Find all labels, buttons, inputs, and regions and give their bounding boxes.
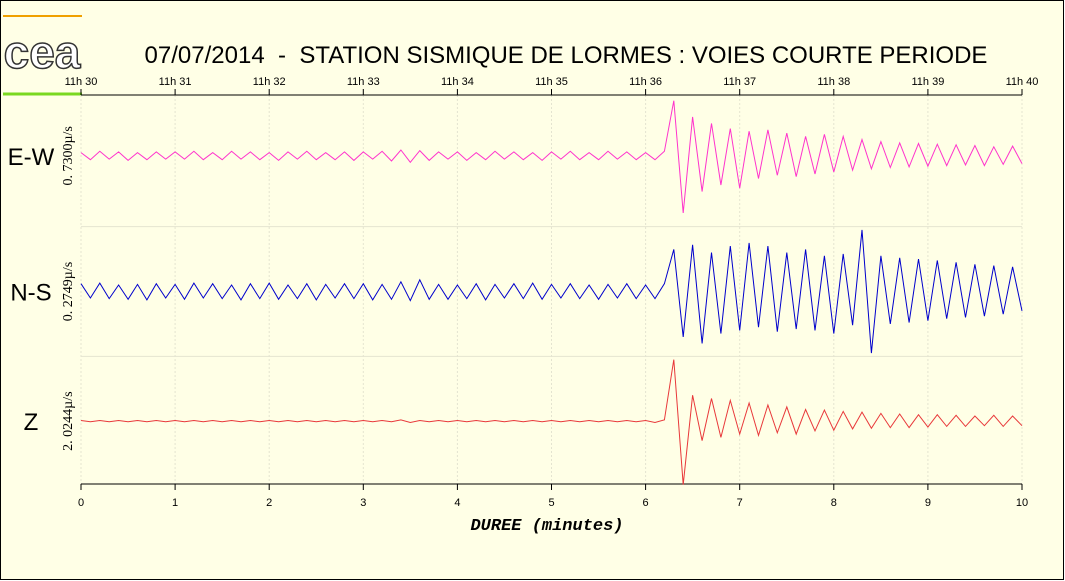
top-tick-label: 11h 31 (159, 76, 192, 88)
x-tick-label: 10 (1016, 497, 1028, 509)
x-axis-label: DUREE (minutes) (470, 517, 623, 536)
channel-scale: 0. 2749µ/s (61, 262, 76, 321)
x-tick-label: 8 (831, 497, 837, 509)
top-tick-label: 11h 40 (1006, 76, 1039, 88)
top-tick-label: 11h 39 (911, 76, 944, 88)
x-tick-label: 7 (737, 497, 743, 509)
top-tick-label: 11h 36 (629, 76, 662, 88)
channel-name: Z (24, 409, 39, 436)
top-tick-label: 11h 32 (253, 76, 286, 88)
logo: cea (4, 26, 81, 78)
x-tick-label: 6 (643, 497, 649, 509)
x-tick-label: 1 (172, 497, 178, 509)
trace (80, 359, 1023, 485)
top-tick-label: 11h 33 (347, 76, 380, 88)
x-tick-label: 4 (454, 497, 460, 509)
x-tick-label: 5 (548, 497, 554, 509)
chart-title: 07/07/2014 - STATION SISMIQUE DE LORMES … (145, 42, 988, 69)
top-tick-label: 11h 38 (817, 76, 850, 88)
x-tick-label: 3 (360, 497, 366, 509)
top-tick-label: 11h 34 (441, 76, 474, 88)
top-tick-label: 11h 35 (535, 76, 568, 88)
top-tick-label: 11h 37 (723, 76, 756, 88)
channel-name: N-S (10, 280, 51, 307)
channel-name: E-W (8, 144, 55, 171)
x-tick-label: 9 (925, 497, 931, 509)
trace (80, 229, 1023, 354)
x-tick-label: 0 (78, 497, 84, 509)
trace (80, 100, 1023, 213)
channel-scale: 0. 7300µ/s (61, 126, 76, 185)
x-tick-label: 2 (266, 497, 272, 509)
top-tick-label: 11h 30 (65, 76, 98, 88)
channel-scale: 2. 0244µ/s (61, 391, 76, 450)
